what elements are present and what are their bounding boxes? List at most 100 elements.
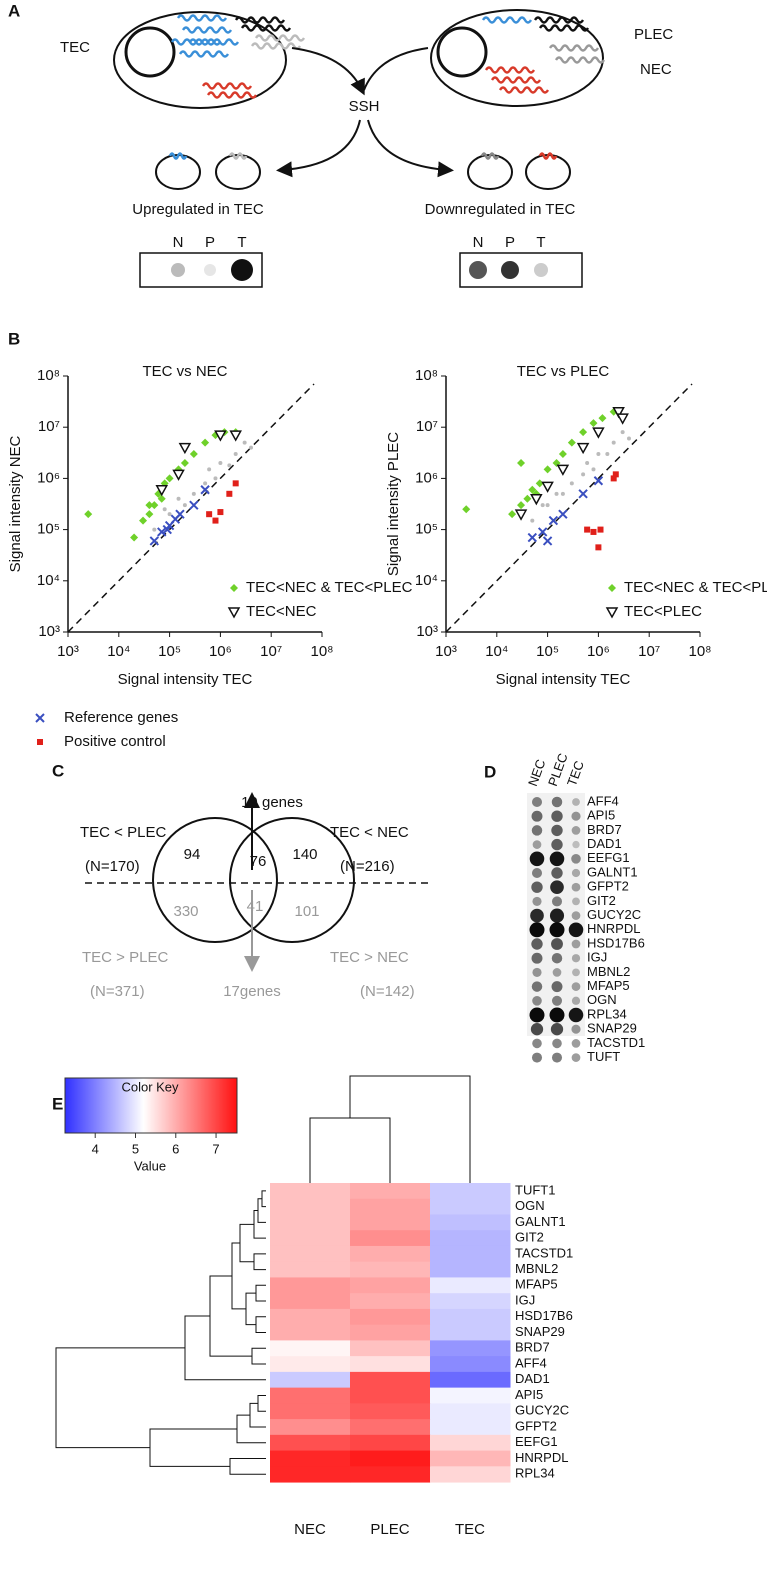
point <box>213 476 218 481</box>
blot-dot <box>571 811 581 821</box>
heat-cell <box>270 1261 351 1278</box>
transcript <box>181 26 233 34</box>
blot-dot <box>531 825 543 836</box>
heat-cell <box>270 1356 351 1373</box>
blot-dot <box>571 954 581 963</box>
x-axis-label: Signal intensity TEC <box>496 671 631 688</box>
heat-cell <box>350 1308 431 1326</box>
x-tick-label: 10⁵ <box>536 643 559 660</box>
point <box>145 510 154 519</box>
point <box>217 509 224 516</box>
point <box>150 501 159 510</box>
venn-label: (N=216) <box>340 858 395 875</box>
blot-dot <box>571 911 581 920</box>
venn-label: TEC > NEC <box>330 949 409 966</box>
row-label: TACSTD1 <box>515 1245 573 1260</box>
heat-cell <box>350 1450 431 1467</box>
row-label: TUFT1 <box>515 1182 555 1197</box>
vesicle <box>215 154 261 190</box>
heat-cell <box>270 1387 351 1404</box>
heat-cell <box>270 1198 351 1215</box>
blot-dot <box>549 922 565 938</box>
heat-cell <box>270 1466 351 1483</box>
blot-spot <box>469 261 487 279</box>
cell-label: PLEC <box>634 26 673 43</box>
point <box>579 428 588 437</box>
transcript <box>176 14 228 22</box>
point <box>157 494 166 503</box>
point <box>178 442 192 455</box>
heat-cell <box>350 1293 431 1310</box>
blot-dot <box>572 897 580 906</box>
chart-title: TEC vs NEC <box>142 363 227 380</box>
x-tick-label: 10⁴ <box>485 643 508 660</box>
point <box>558 449 567 458</box>
legend-label: TEC<PLEC <box>624 603 702 620</box>
blot-dot <box>571 939 581 949</box>
blot-dot <box>571 882 581 892</box>
insert <box>538 152 558 160</box>
gene-label: GALNT1 <box>587 864 638 879</box>
point <box>201 438 210 447</box>
column-label: PLEC <box>370 1521 409 1538</box>
point <box>560 491 565 496</box>
blot-dot <box>551 796 563 808</box>
heat-cell <box>270 1293 351 1310</box>
blot-dot <box>531 952 543 964</box>
gene-label: EEFG1 <box>587 850 630 865</box>
x-tick-label: 10⁵ <box>158 643 181 660</box>
point <box>542 536 553 546</box>
transcript <box>254 34 306 42</box>
venn-count: 330 <box>173 903 198 920</box>
heat-cell <box>350 1403 431 1420</box>
heat-cell <box>350 1277 431 1294</box>
point <box>517 501 526 510</box>
point <box>167 512 172 517</box>
point <box>581 472 586 477</box>
heat-cell <box>430 1356 511 1373</box>
method-label: SSH <box>349 98 380 115</box>
row-label: OGN <box>515 1198 545 1213</box>
blot-dot <box>532 896 542 906</box>
x-tick-label: 10⁷ <box>260 643 282 660</box>
blot-spot <box>231 259 253 281</box>
identity-line <box>445 383 693 633</box>
venn-label: 19 genes <box>241 794 303 811</box>
blot-dot <box>571 996 581 1005</box>
blot-dot <box>568 1007 584 1023</box>
blot-spot <box>501 261 519 279</box>
gene-label: TUFT <box>587 1049 620 1064</box>
key-tick-label: 5 <box>132 1141 139 1156</box>
point <box>558 509 568 519</box>
blot-dot <box>532 996 542 1006</box>
heat-cell <box>270 1324 351 1341</box>
legend-marker <box>37 739 43 745</box>
y-axis-label: Signal intensity PLEC <box>385 432 402 576</box>
cell-label: TEC <box>60 39 90 56</box>
x-tick-label: 10³ <box>57 643 79 660</box>
group-label: Upregulated in TEC <box>132 201 264 218</box>
heat-cell <box>430 1419 511 1436</box>
blot-dot <box>549 1007 565 1023</box>
blot-dot <box>530 908 544 923</box>
row-label: GUCY2C <box>515 1403 569 1418</box>
arrow <box>367 119 454 178</box>
gene-label: MBNL2 <box>587 964 630 979</box>
point <box>514 509 528 521</box>
nucleus <box>124 26 176 78</box>
point <box>548 515 559 526</box>
transcript <box>178 50 230 58</box>
point <box>176 496 181 501</box>
point <box>584 526 591 533</box>
gene-label: HNRPDL <box>587 921 640 936</box>
x-tick-label: 10³ <box>435 643 457 660</box>
transcript <box>538 24 590 32</box>
gene-label: MFAP5 <box>587 978 630 993</box>
point <box>523 494 532 503</box>
blot-dot <box>531 981 543 992</box>
point <box>592 427 605 439</box>
point <box>145 501 154 510</box>
blot-dot <box>551 981 563 993</box>
transcript <box>250 42 302 50</box>
point <box>214 430 227 442</box>
